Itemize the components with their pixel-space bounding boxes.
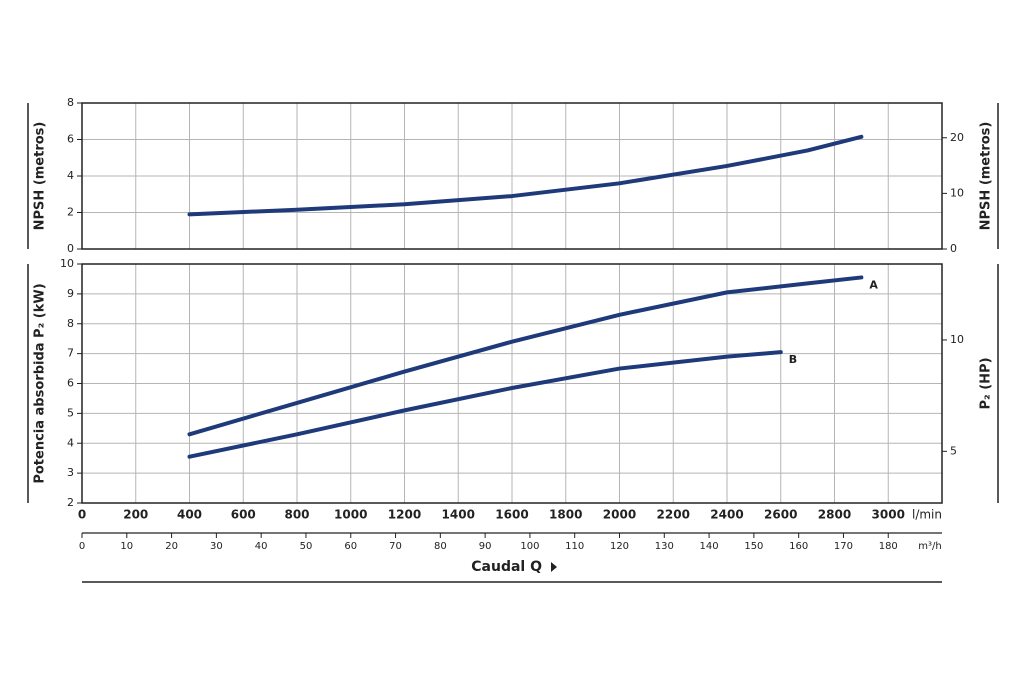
x2-tick-label: 0 [79, 541, 85, 552]
x-tick-label: 2600 [764, 508, 797, 522]
y-tick-label: 7 [67, 347, 74, 360]
y-axis-label: Potencia absorbida P₂ (kW) [33, 283, 48, 483]
x2-tick-label: 50 [300, 541, 313, 552]
x-tick-label: 2400 [710, 508, 743, 522]
plot-frame [81, 102, 943, 250]
x2-axis-unit: m³/h [918, 541, 941, 552]
x-tick-label: 200 [123, 508, 148, 522]
x-tick-label: 1800 [549, 508, 582, 522]
y-tick-label: 6 [67, 377, 74, 390]
x2-tick-label: 110 [565, 541, 584, 552]
y-tick-label: 2 [67, 496, 74, 509]
y-tick-label: 2 [67, 206, 74, 219]
x-axis-title: Caudal Q [471, 559, 542, 575]
y-tick-label: 4 [67, 169, 74, 182]
x2-tick-label: 100 [520, 541, 539, 552]
y-tick-label: 6 [67, 133, 74, 146]
x-tick-label: 2800 [818, 508, 851, 522]
data-line [187, 275, 864, 437]
y2-tick-label: 0 [950, 242, 957, 255]
x-tick-label: 1400 [442, 508, 475, 522]
arrow-icon [551, 562, 557, 572]
x2-tick-label: 150 [744, 541, 763, 552]
series-label: B [789, 353, 797, 366]
y-tick-label: 5 [67, 406, 74, 419]
x2-tick-label: 130 [655, 541, 674, 552]
x-tick-label: 1200 [388, 508, 421, 522]
y-tick-label: 4 [67, 436, 74, 449]
x2-tick-label: 180 [879, 541, 898, 552]
x2-tick-label: 60 [344, 541, 357, 552]
y2-tick-label: 20 [950, 131, 964, 144]
data-line [187, 350, 783, 459]
x-tick-label: 800 [284, 508, 309, 522]
x2-tick-label: 70 [389, 541, 402, 552]
x-tick-label: 3000 [872, 508, 905, 522]
y-tick-label: 8 [67, 317, 74, 330]
y2-axis-label: P₂ (HP) [979, 357, 994, 409]
x-tick-label: 2000 [603, 508, 636, 522]
x2-tick-label: 140 [700, 541, 719, 552]
series-label: A [869, 278, 878, 291]
x-tick-label: 1000 [334, 508, 367, 522]
y2-tick-label: 5 [950, 444, 957, 457]
y-axis-label: NPSH (metros) [33, 122, 48, 231]
y2-axis-label: NPSH (metros) [979, 122, 994, 231]
y-tick-label: 10 [60, 257, 74, 270]
y-tick-label: 0 [67, 242, 74, 255]
data-line [187, 134, 864, 217]
y-tick-label: 8 [67, 96, 74, 109]
x2-tick-label: 20 [165, 541, 178, 552]
x-tick-label: 1600 [495, 508, 528, 522]
y-tick-label: 3 [67, 466, 74, 479]
y-tick-label: 9 [67, 287, 74, 300]
plot-frame [81, 263, 943, 504]
x2-tick-label: 40 [255, 541, 268, 552]
x-axis-unit: l/min [912, 508, 942, 522]
y2-tick-label: 10 [950, 186, 964, 199]
x-tick-label: 2200 [657, 508, 690, 522]
x-tick-label: 600 [231, 508, 256, 522]
x-tick-label: 0 [78, 508, 86, 522]
x2-tick-label: 80 [434, 541, 447, 552]
x2-tick-label: 120 [610, 541, 629, 552]
x2-tick-label: 90 [479, 541, 492, 552]
x2-tick-label: 30 [210, 541, 223, 552]
x-tick-label: 400 [177, 508, 202, 522]
y2-tick-label: 10 [950, 333, 964, 346]
x2-tick-label: 170 [834, 541, 853, 552]
x2-tick-label: 10 [120, 541, 133, 552]
x2-tick-label: 160 [789, 541, 808, 552]
